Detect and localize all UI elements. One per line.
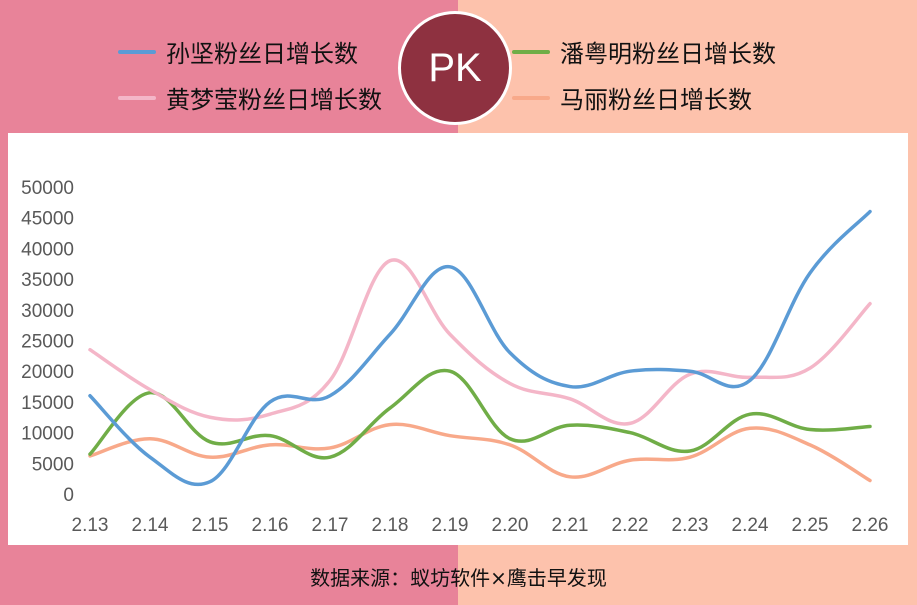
series-line bbox=[88, 368, 872, 460]
x-tick-label: 2.24 bbox=[732, 515, 769, 536]
y-tick-label: 35000 bbox=[21, 270, 74, 291]
legend-swatch bbox=[512, 95, 550, 100]
x-tick-label: 2.21 bbox=[552, 515, 589, 536]
legend-label: 孙坚粉丝日增长数 bbox=[166, 40, 358, 68]
series-line bbox=[88, 258, 872, 426]
y-tick-label: 5000 bbox=[32, 454, 74, 475]
legend-item: 黄梦莹粉丝日增长数 bbox=[118, 80, 382, 115]
legend-swatch bbox=[118, 95, 156, 100]
x-tick-label: 2.14 bbox=[132, 515, 169, 536]
legend-label: 潘粤明粉丝日增长数 bbox=[560, 40, 776, 68]
legend-item: 马丽粉丝日增长数 bbox=[512, 80, 752, 115]
series-line bbox=[88, 422, 872, 483]
source-note: 数据来源：蚁坊软件×鹰击早发现 bbox=[310, 566, 607, 590]
y-tick-label: 25000 bbox=[21, 332, 74, 353]
x-tick-label: 2.17 bbox=[312, 515, 349, 536]
x-tick-label: 2.23 bbox=[672, 515, 709, 536]
legend-swatch bbox=[118, 49, 156, 54]
x-tick-label: 2.15 bbox=[192, 515, 229, 536]
plot-panel: 0 5000 10000 15000 20000 25000 30000 35000 40000… bbox=[8, 133, 908, 545]
legend-item: 孙坚粉丝日增长数 bbox=[118, 34, 358, 69]
x-tick-label: 2.20 bbox=[492, 515, 529, 536]
series-line bbox=[88, 209, 872, 487]
x-tick-label: 2.13 bbox=[72, 515, 109, 536]
legend-swatch bbox=[512, 49, 550, 54]
x-tick-label: 2.25 bbox=[792, 515, 829, 536]
y-tick-label: 10000 bbox=[21, 424, 74, 445]
y-tick-label: 0 bbox=[63, 485, 74, 506]
pk-badge: PK bbox=[398, 11, 512, 125]
y-tick-label: 15000 bbox=[21, 393, 74, 414]
y-tick-label: 20000 bbox=[21, 362, 74, 383]
x-tick-label: 2.26 bbox=[852, 515, 889, 536]
x-tick-label: 2.22 bbox=[612, 515, 649, 536]
legend-label: 黄梦莹粉丝日增长数 bbox=[166, 86, 382, 114]
y-tick-label: 50000 bbox=[21, 178, 74, 199]
x-tick-label: 2.18 bbox=[372, 515, 409, 536]
legend-label: 马丽粉丝日增长数 bbox=[560, 86, 752, 114]
legend-item: 潘粤明粉丝日增长数 bbox=[512, 34, 776, 69]
x-tick-label: 2.16 bbox=[252, 515, 289, 536]
line-chart: 0 5000 10000 15000 20000 25000 30000 35000 40000… bbox=[21, 178, 889, 536]
y-tick-label: 40000 bbox=[21, 239, 74, 260]
y-tick-label: 45000 bbox=[21, 209, 74, 230]
x-tick-label: 2.19 bbox=[432, 515, 469, 536]
y-tick-label: 30000 bbox=[21, 301, 74, 322]
